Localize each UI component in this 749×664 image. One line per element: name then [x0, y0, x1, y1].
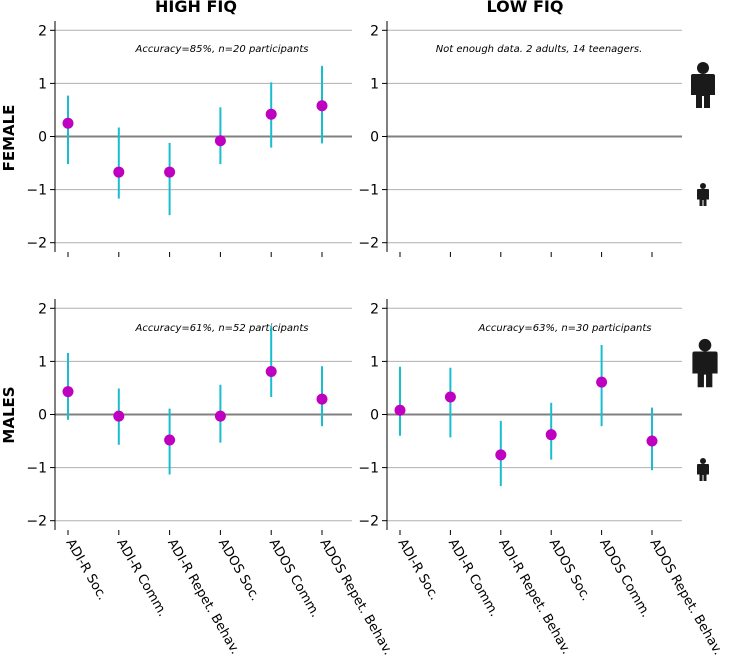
y-tick-label: −2	[358, 514, 379, 530]
x-category-label: ADI-R Comm.	[445, 537, 502, 620]
x-category-label: ADOS Comm.	[266, 537, 323, 621]
panel-female-high-fiq: 2 1 0 −1 −2 Accuracy=85%, n=20 participants	[26, 21, 352, 257]
data-point	[545, 429, 557, 441]
y-tick-label: −1	[358, 461, 379, 477]
panel-male-high-fiq: 2 1 0 −1 −2 Accuracy=61%, n=52 participants AD…	[26, 299, 395, 658]
y-tick-label: 0	[370, 408, 379, 424]
y-tick-label: 0	[370, 130, 379, 146]
y-tick-label: −1	[26, 183, 47, 199]
x-category-label: ADOS Repet. Behav.	[317, 537, 396, 658]
x-category-label: ADOS Repet. Behav.	[647, 537, 726, 658]
data-point	[316, 100, 328, 112]
x-category-label: ADI-R Soc.	[395, 537, 442, 603]
adult-person-icon	[692, 338, 718, 388]
panel-annotation: Accuracy=61%, n=52 participants	[135, 323, 309, 334]
y-tick-label: −2	[26, 514, 47, 530]
y-tick-label: 0	[38, 408, 47, 424]
data-point	[265, 365, 277, 377]
panel-male-low-fiq: 2 1 0 −1 −2 Accuracy=63%, n=30 participants AD…	[358, 299, 725, 658]
data-point	[394, 404, 406, 416]
x-category-label: ADI-R Soc.	[63, 537, 110, 603]
panel-annotation: Accuracy=63%, n=30 participants	[478, 323, 652, 334]
data-point	[495, 449, 507, 461]
y-tick-label: 0	[38, 130, 47, 146]
data-point	[444, 391, 456, 403]
row-title-males: MALES	[0, 386, 18, 443]
y-tick-label: 1	[370, 76, 379, 92]
data-point	[646, 435, 658, 447]
y-tick-label: 2	[38, 23, 47, 39]
row-title-female: FEMALE	[0, 105, 18, 172]
data-point	[164, 166, 176, 178]
column-title-low-fiq: LOW FIQ	[487, 0, 564, 16]
y-tick-label: −1	[26, 461, 47, 477]
teen-person-icon	[697, 458, 709, 481]
y-tick-label: 2	[38, 301, 47, 317]
x-category-label: ADOS Soc.	[546, 537, 593, 604]
y-tick-label: −2	[358, 236, 379, 252]
y-tick-label: 1	[38, 76, 47, 92]
x-category-label: ADOS Soc.	[215, 537, 262, 604]
data-point	[316, 393, 328, 405]
data-point	[596, 376, 608, 388]
data-point	[113, 410, 125, 422]
adult-person-icon	[691, 62, 715, 108]
y-tick-label: 1	[38, 354, 47, 370]
panel-annotation: Accuracy=85%, n=20 participants	[135, 44, 309, 55]
data-point	[62, 117, 74, 129]
y-tick-label: 2	[370, 301, 379, 317]
panel-female-low-fiq: 2 1 0 −1 −2 Not enough data. 2 adults, 14 tee…	[358, 21, 682, 257]
data-point	[62, 386, 74, 398]
x-category-label: ADOS Comm.	[596, 537, 653, 621]
teen-person-icon	[697, 183, 709, 206]
data-point	[214, 135, 226, 147]
data-point	[214, 410, 226, 422]
x-category-label: ADI-R Comm.	[113, 537, 170, 620]
data-point	[113, 166, 125, 178]
y-tick-label: −1	[358, 183, 379, 199]
y-tick-label: 1	[370, 354, 379, 370]
column-title-high-fiq: HIGH FIQ	[155, 0, 237, 16]
panels: 2 1 0 −1 −2 Accuracy=85%, n=20 participants 2 1…	[26, 21, 725, 658]
data-point	[265, 108, 277, 120]
data-point	[164, 434, 176, 446]
y-tick-label: −2	[26, 236, 47, 252]
panel-annotation: Not enough data. 2 adults, 14 teenagers.	[436, 44, 643, 55]
y-tick-label: 2	[370, 23, 379, 39]
